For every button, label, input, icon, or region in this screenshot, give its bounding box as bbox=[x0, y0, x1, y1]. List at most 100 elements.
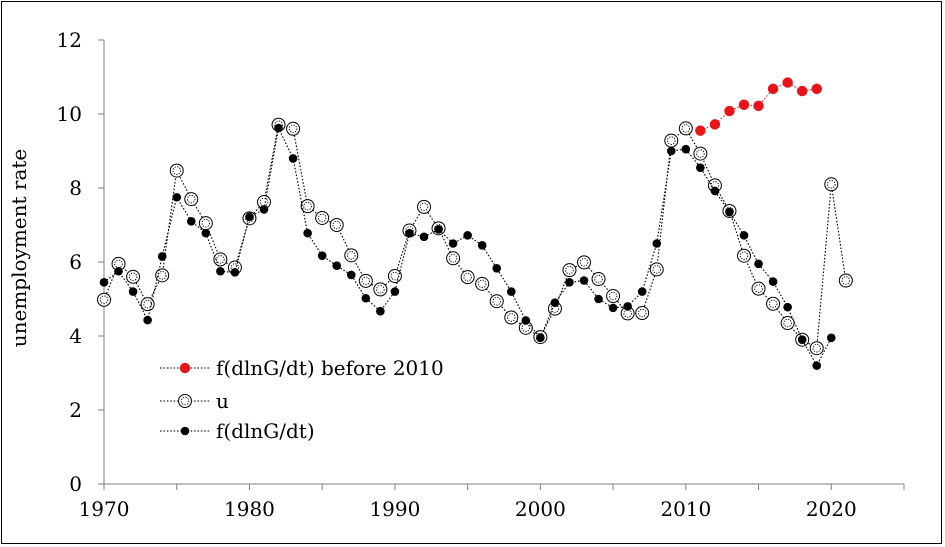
black-series-point bbox=[768, 277, 778, 286]
black-series-point bbox=[681, 144, 691, 154]
y-tick-label: 2 bbox=[69, 398, 82, 422]
u-series-point bbox=[766, 296, 781, 311]
black-series-point bbox=[739, 231, 749, 240]
black-series-point bbox=[114, 266, 123, 276]
black-series-point bbox=[434, 225, 443, 234]
y-tick-label: 0 bbox=[69, 472, 82, 496]
black-series-point bbox=[245, 212, 254, 222]
red-series bbox=[695, 77, 822, 136]
u-series-point bbox=[606, 289, 621, 304]
legend-marker bbox=[178, 394, 192, 408]
y-tick-label: 10 bbox=[57, 102, 82, 126]
black-series-point bbox=[826, 333, 836, 343]
legend-entry: f(dlnG/dt) before 2010 bbox=[160, 356, 444, 380]
x-tick-label: 2020 bbox=[806, 497, 857, 521]
u-series-point bbox=[591, 272, 606, 287]
u-series-point bbox=[475, 276, 490, 291]
black-series-point bbox=[783, 302, 792, 312]
legend-label: f(dlnG/dt) bbox=[216, 419, 315, 443]
black-series-point bbox=[172, 192, 182, 202]
u-series-point bbox=[489, 294, 504, 309]
u-series-point bbox=[809, 341, 824, 356]
black-series-point bbox=[666, 146, 676, 156]
u-series-point bbox=[373, 282, 388, 297]
u-series-point bbox=[460, 270, 475, 285]
black-series-point bbox=[623, 302, 632, 311]
u-series-point bbox=[649, 262, 664, 277]
black-series-point bbox=[317, 251, 327, 261]
black-series-point bbox=[565, 278, 574, 287]
red-series-point bbox=[811, 83, 822, 95]
black-series-point bbox=[259, 205, 269, 214]
black-series-point bbox=[390, 287, 400, 296]
u-series-point bbox=[446, 251, 461, 266]
black-series-point bbox=[725, 207, 734, 217]
y-tick-label: 12 bbox=[57, 28, 82, 52]
axes: 0 2 4 6 8 10 12 1970 1980 1990 2000 2010 2020 bbox=[57, 28, 905, 521]
u-series-point bbox=[329, 218, 344, 232]
black-series-point bbox=[594, 294, 603, 304]
black-series-point bbox=[637, 287, 647, 296]
black-series-point bbox=[332, 261, 342, 271]
u-series-point bbox=[417, 199, 431, 214]
black-series-point bbox=[579, 276, 589, 285]
legend-label: u bbox=[216, 389, 229, 413]
series-layer bbox=[97, 77, 853, 370]
red-series-point bbox=[753, 100, 764, 112]
u-series-point bbox=[198, 216, 213, 231]
red-series-point bbox=[782, 77, 793, 88]
black-series-point bbox=[157, 252, 167, 261]
u-series-point bbox=[184, 192, 199, 207]
legend-label: f(dlnG/dt) before 2010 bbox=[216, 356, 444, 380]
u-series-point bbox=[315, 210, 330, 225]
black-series-point bbox=[506, 287, 516, 296]
black-series-point bbox=[652, 239, 662, 248]
legend-entry: f(dlnG/dt) bbox=[160, 419, 315, 443]
y-tick-label: 6 bbox=[69, 250, 82, 274]
u-series-point bbox=[635, 306, 650, 321]
u-series-point bbox=[737, 248, 751, 263]
black-series-point bbox=[696, 163, 705, 172]
black-series-point bbox=[361, 293, 371, 303]
black-series-point bbox=[521, 316, 531, 325]
black-series bbox=[99, 123, 836, 370]
u-series-point bbox=[504, 310, 519, 325]
black-series-point bbox=[405, 228, 414, 238]
u-series-point bbox=[693, 146, 708, 161]
black-series-point bbox=[492, 263, 502, 273]
black-series-line bbox=[103, 126, 832, 367]
y-axis-label: unemployment rate bbox=[7, 149, 31, 348]
u-series-point bbox=[664, 133, 679, 148]
u-series-point bbox=[824, 177, 839, 192]
u-series-point bbox=[562, 263, 577, 278]
black-series-point bbox=[608, 303, 618, 313]
x-ticks: 1970 1980 1990 2000 2010 2020 bbox=[79, 484, 905, 521]
u-series-point bbox=[751, 281, 766, 296]
red-series-point bbox=[767, 83, 779, 95]
x-tick-label: 1980 bbox=[224, 497, 275, 521]
u-series-point bbox=[126, 269, 141, 284]
black-series-point bbox=[463, 231, 472, 240]
red-series-point bbox=[695, 125, 706, 136]
u-series-line bbox=[103, 124, 847, 350]
u-series-point bbox=[169, 163, 184, 178]
black-series-point bbox=[201, 228, 211, 238]
u-series-point bbox=[140, 297, 155, 312]
black-series-point bbox=[448, 239, 458, 248]
x-tick-label: 2010 bbox=[660, 497, 711, 521]
u-series-point bbox=[358, 273, 373, 288]
black-series-point bbox=[303, 228, 312, 238]
u-series-point bbox=[300, 199, 315, 214]
y-tick-label: 4 bbox=[69, 324, 82, 348]
y-ticks: 0 2 4 6 8 10 12 bbox=[57, 28, 104, 496]
red-series-point bbox=[796, 85, 808, 97]
black-series-point bbox=[536, 333, 545, 343]
black-series-point bbox=[710, 186, 720, 196]
black-series-point bbox=[216, 266, 225, 276]
black-series-point bbox=[812, 361, 822, 370]
legend-entry: u bbox=[160, 389, 229, 413]
u-series-point bbox=[155, 268, 170, 283]
black-series-point bbox=[274, 123, 283, 133]
u-series-point bbox=[780, 316, 795, 331]
legend-marker bbox=[180, 426, 190, 436]
